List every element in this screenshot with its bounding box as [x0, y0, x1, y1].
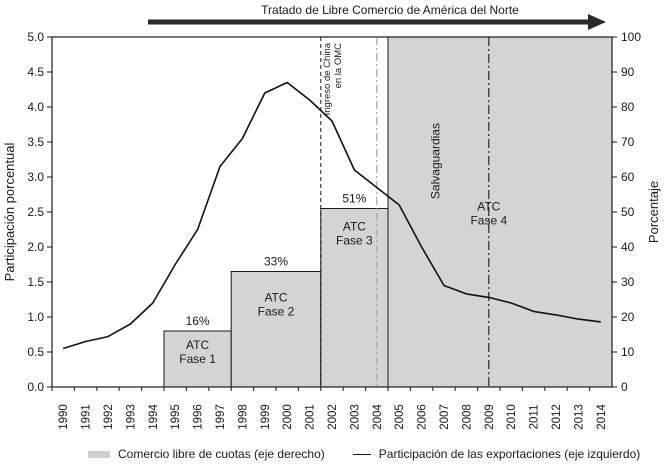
y-right-tick-label: 90 — [621, 65, 635, 79]
legend: Comercio libre de cuotas (eje derecho) P… — [88, 446, 665, 462]
quota-free-bars — [163, 36, 613, 388]
y-left-tick-label: 3.5 — [27, 135, 44, 149]
y-left-tick-label: 5.0 — [27, 30, 44, 44]
x-tick-label: 2013 — [573, 404, 585, 430]
annotation-china-wto-2: en la OMC — [333, 43, 344, 89]
y-left-tick-label: 4.5 — [27, 65, 44, 79]
bar-value-label-3: 51% — [342, 192, 366, 206]
y-right-tick-label: 50 — [621, 205, 635, 219]
x-tick-label: 2003 — [349, 404, 361, 430]
x-tick-label: 2009 — [484, 404, 496, 430]
x-tick-label: 2006 — [417, 404, 429, 430]
event-lines — [320, 37, 490, 387]
x-tick-label: 1996 — [193, 404, 205, 430]
legend-label-bars: Comercio libre de cuotas (eje derecho) — [118, 447, 325, 461]
x-tick-label: 2001 — [305, 404, 317, 430]
x-tick-label: 1992 — [103, 404, 115, 430]
annotation-safeguards: Salvaguardias — [429, 123, 443, 199]
y-right-tick-label: 10 — [621, 345, 635, 359]
y-right-tick-label: 0 — [621, 380, 628, 394]
plot-frame — [47, 36, 617, 391]
x-tick-label: 2011 — [529, 405, 541, 430]
legend-label-line: Participación de las exportaciones (eje … — [378, 447, 641, 461]
bar-phase-label-1: Fase 1 — [179, 352, 216, 366]
y-right-title: Porcentaje — [646, 181, 661, 243]
y-right-tick-label: 60 — [621, 170, 635, 184]
bar-phase-label-2: Fase 2 — [258, 305, 295, 319]
y-left-tick-label: 3.0 — [27, 170, 44, 184]
x-tick-label: 1998 — [237, 404, 249, 430]
bar-phase-label-3: Fase 3 — [336, 234, 373, 248]
y-left-tick-label: 2.5 — [27, 205, 44, 219]
nafta-arrow-head — [588, 14, 606, 30]
x-tick-label: 1995 — [170, 404, 182, 430]
annotation-china-wto-1: Ingreso de China — [322, 42, 333, 115]
x-tick-label: 1991 — [81, 404, 93, 430]
x-tick-label: 2010 — [506, 404, 518, 430]
legend-swatch-bar — [88, 450, 110, 458]
x-tick-label: 2002 — [327, 404, 339, 430]
y-right-tick-label: 40 — [621, 240, 635, 254]
y-right-tick-label: 70 — [621, 135, 635, 149]
y-right-tick-label: 20 — [621, 310, 635, 324]
x-tick-label: 2000 — [282, 404, 294, 430]
x-tick-label: 2012 — [551, 404, 563, 430]
bar-value-label-2: 33% — [264, 255, 288, 269]
y-left-tick-label: 0.0 — [27, 380, 44, 394]
export-share-series — [62, 81, 601, 350]
bar-phase-label-2: ATC — [264, 291, 287, 305]
y-right-tick-label: 80 — [621, 100, 635, 114]
y-right-tick-label: 30 — [621, 275, 635, 289]
export-share-line — [62, 81, 601, 350]
y-left-tick-label: 0.5 — [27, 345, 44, 359]
x-tick-label: 1990 — [58, 404, 70, 430]
bar-phase-2 — [230, 271, 322, 388]
y-left-tick-label: 2.0 — [27, 240, 44, 254]
x-tick-label: 2004 — [372, 404, 384, 430]
y-left-tick-label: 1.0 — [27, 310, 44, 324]
bar-phase-label-4: Fase 4 — [470, 214, 507, 228]
bar-phase-label-4: ATC — [477, 200, 500, 214]
x-tick-label: 1999 — [260, 404, 272, 430]
x-tick-label: 2008 — [461, 404, 473, 430]
bar-phase-label-1: ATC — [186, 338, 209, 352]
x-tick-label: 2005 — [394, 404, 406, 430]
x-tick-label: 2007 — [439, 404, 451, 430]
bar-value-label-1: 16% — [186, 314, 210, 328]
y-left-title: Participación porcentual — [2, 143, 17, 282]
y-left-tick-label: 1.5 — [27, 275, 44, 289]
bar-phase-label-3: ATC — [343, 220, 366, 234]
legend-item-bars: Comercio libre de cuotas (eje derecho) — [88, 447, 325, 461]
x-tick-label: 1997 — [215, 404, 227, 430]
y-left-tick-label: 4.0 — [27, 100, 44, 114]
legend-item-line: Participación de las exportaciones (eje … — [352, 447, 641, 461]
x-tick-label: 2014 — [596, 404, 608, 430]
x-tick-label: 1993 — [125, 404, 137, 430]
bar-phase-1 — [163, 330, 232, 388]
chart-text: 0.0 0.5 1.0 1.5 2.0 2.5 3.0 3.5 4.0 4.5 5.0 0 10 20 30… — [2, 3, 661, 430]
x-tick-label: 1994 — [148, 404, 160, 430]
legend-swatch-line — [352, 453, 371, 455]
y-right-tick-label: 100 — [621, 30, 641, 44]
nafta-arrow-label: Tratado de Libre Comercio de América del… — [261, 3, 519, 17]
